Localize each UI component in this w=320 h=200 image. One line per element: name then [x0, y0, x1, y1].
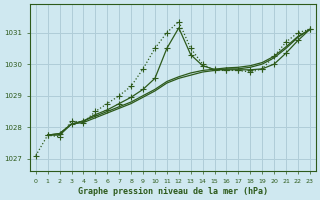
X-axis label: Graphe pression niveau de la mer (hPa): Graphe pression niveau de la mer (hPa) — [78, 187, 268, 196]
